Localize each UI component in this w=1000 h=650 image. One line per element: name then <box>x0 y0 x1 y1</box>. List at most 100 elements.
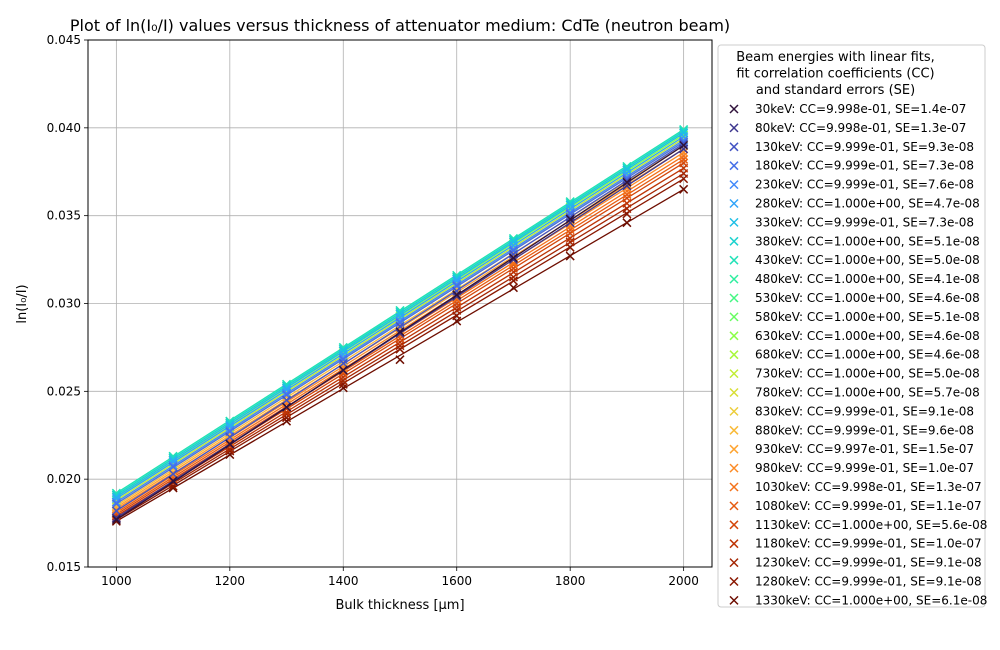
grid <box>88 39 712 568</box>
series-group <box>111 184 689 526</box>
legend-label: 480keV: CC=1.000e+00, SE=4.1e-08 <box>755 272 980 286</box>
data-point <box>508 255 518 265</box>
data-point <box>225 432 235 442</box>
series-group <box>111 163 689 521</box>
data-point <box>508 237 518 247</box>
legend-marker <box>729 198 739 209</box>
y-tick-label: 0.035 <box>47 209 81 223</box>
legend-label: 1180keV: CC=9.999e-01, SE=1.0e-07 <box>755 537 982 551</box>
series-group <box>111 168 689 523</box>
legend-marker <box>729 123 739 133</box>
legend-label: 380keV: CC=1.000e+00, SE=5.1e-08 <box>755 234 980 248</box>
legend-label: 780keV: CC=1.000e+00, SE=5.7e-08 <box>755 386 980 400</box>
legend-marker <box>729 217 739 227</box>
data-point <box>508 267 518 277</box>
legend-marker <box>729 558 739 568</box>
data-point <box>395 344 405 354</box>
legend-label: 1280keV: CC=9.999e-01, SE=9.1e-08 <box>755 575 982 589</box>
legend-marker <box>729 255 739 265</box>
legend-title: fit correlation coefficients (CC) <box>736 67 934 82</box>
data-point <box>111 506 121 516</box>
series-group <box>111 154 689 518</box>
data-point <box>622 190 632 200</box>
data-point <box>338 358 348 368</box>
legend-marker <box>729 501 739 511</box>
legend-marker <box>729 482 739 492</box>
legend-label: 980keV: CC=9.999e-01, SE=1.0e-07 <box>755 461 974 475</box>
y-tick-label: 0.045 <box>47 33 81 47</box>
legend-label: 180keV: CC=9.999e-01, SE=7.3e-08 <box>755 159 974 173</box>
x-tick-label: 1800 <box>555 574 586 588</box>
legend-marker <box>729 142 739 152</box>
legend-marker <box>729 274 739 284</box>
data-point <box>679 125 689 135</box>
legend-marker <box>729 293 739 303</box>
legend-label: 230keV: CC=9.999e-01, SE=7.6e-08 <box>755 178 974 192</box>
y-tick-label: 0.025 <box>47 384 81 398</box>
legend-marker <box>729 104 739 114</box>
data-point <box>622 165 632 175</box>
data-point <box>452 305 462 316</box>
x-tick-label: 2000 <box>668 574 699 588</box>
fit-line <box>116 188 684 522</box>
data-point <box>338 346 348 356</box>
data-point <box>111 499 121 509</box>
data-point <box>168 469 178 479</box>
legend-marker <box>729 369 739 379</box>
y-tick-label: 0.020 <box>47 472 81 486</box>
data-point <box>679 158 689 168</box>
legend-label: 730keV: CC=1.000e+00, SE=5.0e-08 <box>755 367 980 381</box>
legend-marker <box>729 161 739 171</box>
data-point <box>565 218 575 228</box>
data-point <box>679 154 689 164</box>
legend-marker <box>729 236 739 246</box>
legend-label: 880keV: CC=9.999e-01, SE=9.6e-08 <box>755 423 974 437</box>
legend-label: 1130keV: CC=1.000e+00, SE=5.6e-08 <box>755 518 987 532</box>
data-point <box>565 251 575 261</box>
data-point <box>679 140 689 150</box>
legend-label: 130keV: CC=9.999e-01, SE=9.3e-08 <box>755 140 974 154</box>
legend-label: 680keV: CC=1.000e+00, SE=4.6e-08 <box>755 348 980 362</box>
legend-label: 280keV: CC=1.000e+00, SE=4.7e-08 <box>755 197 980 211</box>
data-point <box>225 439 235 449</box>
data-point <box>111 490 121 500</box>
data-point <box>679 128 689 138</box>
data-point <box>452 302 462 312</box>
data-point <box>452 279 462 289</box>
data-point <box>622 181 632 191</box>
data-point <box>282 402 292 412</box>
x-tick-label: 1600 <box>441 574 472 588</box>
data-point <box>565 228 575 238</box>
data-point <box>679 184 689 194</box>
legend-title: and standard errors (SE) <box>756 83 915 98</box>
legend-label: 580keV: CC=1.000e+00, SE=5.1e-08 <box>755 310 980 324</box>
legend-marker <box>729 331 739 341</box>
legend-label: 1080keV: CC=9.999e-01, SE=1.1e-07 <box>755 499 982 513</box>
legend-marker <box>729 350 739 360</box>
legend-label: 630keV: CC=1.000e+00, SE=4.6e-08 <box>755 329 980 343</box>
x-tick-label: 1400 <box>328 574 359 588</box>
data-point <box>282 395 292 405</box>
legend-marker <box>729 444 739 454</box>
y-tick-label: 0.015 <box>47 560 81 574</box>
legend-marker <box>729 312 739 322</box>
legend-label: 830keV: CC=9.999e-01, SE=9.1e-08 <box>755 404 974 418</box>
legend-marker <box>729 180 739 190</box>
data-point <box>679 137 689 147</box>
legend-label: 330keV: CC=9.999e-01, SE=7.3e-08 <box>755 215 974 229</box>
legend-label: 930keV: CC=9.997e-01, SE=1.5e-07 <box>755 442 974 456</box>
data-point <box>395 355 405 365</box>
data-point <box>395 337 405 347</box>
data-point <box>452 290 462 300</box>
x-tick-label: 1000 <box>101 574 132 588</box>
plot-area <box>111 125 689 526</box>
data-point <box>168 462 178 472</box>
legend-marker <box>729 595 739 605</box>
legend-label: 1030keV: CC=9.998e-01, SE=1.3e-07 <box>755 480 982 494</box>
data-point <box>338 365 348 375</box>
data-point <box>395 327 405 337</box>
data-point <box>508 283 518 293</box>
data-point <box>452 288 462 298</box>
legend: Beam energies with linear fits, fit corr… <box>717 44 987 608</box>
